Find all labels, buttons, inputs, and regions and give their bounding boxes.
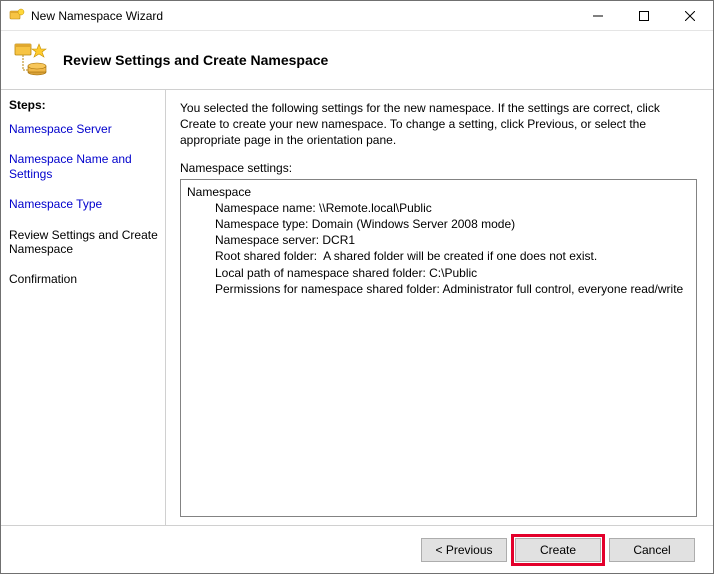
wizard-body: Steps: Namespace Server Namespace Name a…	[1, 89, 713, 525]
settings-line: Root shared folder: A shared folder will…	[187, 248, 690, 264]
settings-label: Namespace settings:	[180, 161, 697, 175]
close-button[interactable]	[667, 1, 713, 30]
steps-sidebar: Steps: Namespace Server Namespace Name a…	[1, 90, 166, 525]
app-icon	[9, 8, 25, 24]
step-namespace-type[interactable]: Namespace Type	[9, 193, 159, 221]
window-title: New Namespace Wizard	[31, 9, 575, 23]
wizard-icon	[13, 42, 49, 78]
main-panel: You selected the following settings for …	[166, 90, 713, 525]
wizard-window: New Namespace Wizard	[0, 0, 714, 574]
settings-line: Permissions for namespace shared folder:…	[187, 281, 690, 297]
page-title: Review Settings and Create Namespace	[63, 52, 328, 68]
settings-line: Namespace type: Domain (Windows Server 2…	[187, 216, 690, 232]
button-row: < Previous Create Cancel	[1, 525, 713, 573]
window-controls	[575, 1, 713, 30]
minimize-button[interactable]	[575, 1, 621, 30]
settings-line: Local path of namespace shared folder: C…	[187, 265, 690, 281]
previous-button[interactable]: < Previous	[421, 538, 507, 562]
intro-text: You selected the following settings for …	[180, 100, 697, 149]
cancel-button[interactable]: Cancel	[609, 538, 695, 562]
settings-textbox[interactable]: Namespace Namespace name: \\Remote.local…	[180, 179, 697, 517]
header-band: Review Settings and Create Namespace	[1, 31, 713, 89]
settings-line: Namespace server: DCR1	[187, 232, 690, 248]
settings-root: Namespace	[187, 185, 251, 199]
create-button[interactable]: Create	[515, 538, 601, 562]
steps-heading: Steps:	[9, 98, 159, 112]
titlebar: New Namespace Wizard	[1, 1, 713, 31]
maximize-button[interactable]	[621, 1, 667, 30]
step-namespace-server[interactable]: Namespace Server	[9, 118, 159, 146]
step-confirmation[interactable]: Confirmation	[9, 268, 159, 296]
step-namespace-name[interactable]: Namespace Name and Settings	[9, 148, 159, 191]
settings-line: Namespace name: \\Remote.local\Public	[187, 200, 690, 216]
step-review-settings[interactable]: Review Settings and Create Namespace	[9, 224, 159, 267]
